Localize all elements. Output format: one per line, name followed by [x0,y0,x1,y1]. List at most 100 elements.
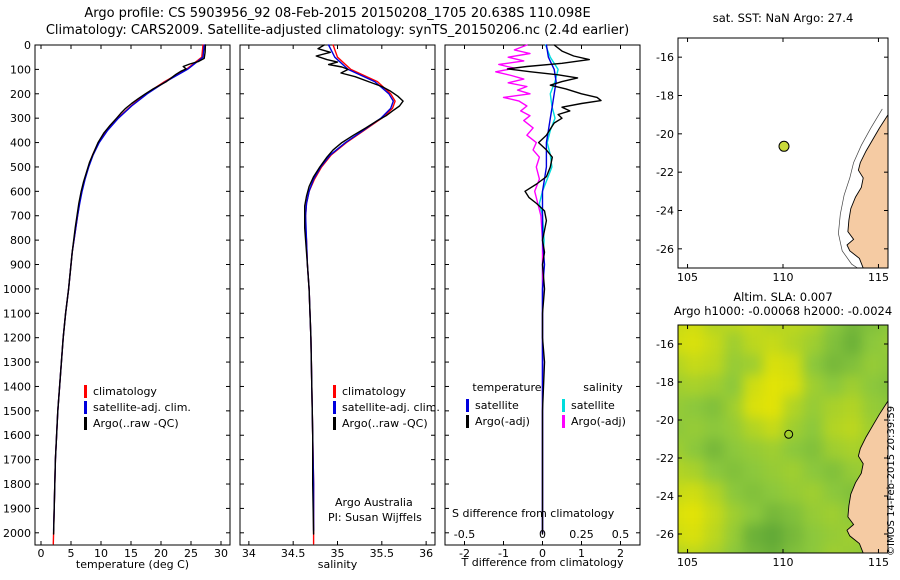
heatmap-cell [822,325,844,333]
heatmap-cell [678,545,685,553]
heatmap-cell [723,375,744,397]
tick-label: -20 [656,414,674,427]
heatmap-cell [822,332,844,355]
heatmap-cell [743,332,764,355]
heatmap-cell [763,375,784,397]
tick-label: 35.5 [370,547,395,560]
heatmap-cell [783,481,804,504]
legend-row-satellite-t: satellite [466,397,548,413]
tick-label: 2 [617,547,624,560]
tick-label: -16 [656,338,674,351]
sst-map-title: sat. SST: NaN Argo: 27.4 [712,11,854,25]
satellite-adj-line-swatch [84,400,87,414]
salinity-diff-legend-column: salinity satellite Argo(-adj) [562,381,644,429]
heatmap-cell [763,332,784,355]
heatmap-cell [882,375,888,397]
tick-label: -22 [656,166,674,179]
heatmap-cell [723,396,744,419]
argo-position-marker [784,429,794,439]
heatmap-cell [783,332,804,355]
heatmap-cell [703,503,725,525]
heatmap-cell [723,481,744,504]
tick-label: 0.25 [569,528,594,541]
legend-row-satellite-adj: satellite-adj. clim. [84,399,191,415]
legend-label-argo-t: Argo(-adj) [475,414,530,428]
tick-label: 35 [331,547,345,560]
heatmap-cell [763,353,784,376]
tick-label: 1200 [3,332,31,345]
tick-label: 1000 [3,283,31,296]
heatmap-cell [783,503,804,525]
tick-label: 1 [578,547,585,560]
tick-label: -18 [656,376,674,389]
series-temperature-argo-adj [506,44,602,535]
heatmap-cell [763,396,784,419]
legend-row-satellite-s: satellite [562,397,644,413]
tick-label: 400 [10,137,31,150]
tick-label: 600 [10,185,31,198]
sla-map-panel: 105 110 115 -16 -18 -20 -22 -24 -26 [656,324,889,569]
heatmap-cell [802,460,824,483]
legend-label-satellite-adj: satellite-adj. clim. [342,400,440,414]
tick-label: -26 [656,528,674,541]
heatmap-cell [743,353,764,376]
tick-label: -2 [459,547,470,560]
argo-t-line-swatch [466,414,469,428]
tick-label: 0 [24,39,31,52]
tick-label: -22 [656,452,674,465]
heatmap-cell [683,460,705,483]
tick-label: -20 [656,128,674,141]
heatmap-cell [822,545,844,553]
tick-label: 30 [214,547,228,560]
heatmap-cell [678,325,685,333]
legend-label-climatology: climatology [342,384,406,398]
t-difference-axis-label: T difference from climatology [461,556,624,569]
tick-label: 110 [773,271,794,284]
satellite-s-line-swatch [562,398,565,412]
legend-label-satellite-adj: satellite-adj. clim. [93,400,191,414]
legend-row-argo-s: Argo(-adj) [562,413,644,429]
heatmap-cell [683,524,705,547]
heatmap-cell [703,460,725,483]
heatmap-cell [723,503,744,525]
tick-label: 36 [419,547,433,560]
heatmap-cell [802,375,824,397]
heatmap-cell [683,375,705,397]
heatmap-cell [683,417,705,440]
legend-row-argo: Argo(..raw -QC) [84,415,191,431]
heatmap-cell [802,417,824,440]
heatmap-cell [683,332,705,355]
heatmap-cell [723,353,744,376]
argo-line-swatch [84,416,87,430]
heatmap-cell [842,417,863,440]
heatmap-cell [763,439,784,461]
tick-label: 15 [124,547,138,560]
legend-label-satellite-t: satellite [475,398,519,412]
land-area [846,113,889,269]
heatmap-cell [678,439,685,461]
figure-title-line2: Climatology: CARS2009. Satellite-adjuste… [45,23,630,38]
tick-label: 10 [94,547,108,560]
heatmap-cell [862,375,883,397]
series-satellite-adj-clim [52,44,205,532]
tick-label: -24 [656,205,674,218]
series-salinity-argo-adj [495,44,544,534]
heatmap-cell [842,439,863,461]
argo-australia-note: Argo Australia [335,496,413,509]
heatmap-cell [678,503,685,525]
heatmap-cell [822,375,844,397]
legend-label-satellite-s: satellite [571,398,615,412]
heatmap-cell [802,503,824,525]
heatmap-cell [783,375,804,397]
legend-title-temperature: temperature [472,381,542,394]
heatmap-cell [842,325,863,333]
tick-label: 0 [539,528,546,541]
heatmap-cell [743,460,764,483]
heatmap-cell [802,524,824,547]
tick-label: 105 [677,556,698,569]
heatmap-cell [703,545,725,553]
tick-label: 1400 [3,380,31,393]
temperature-axis-label: temperature (deg C) [75,558,190,571]
satellite-adj-line-swatch [333,400,336,414]
